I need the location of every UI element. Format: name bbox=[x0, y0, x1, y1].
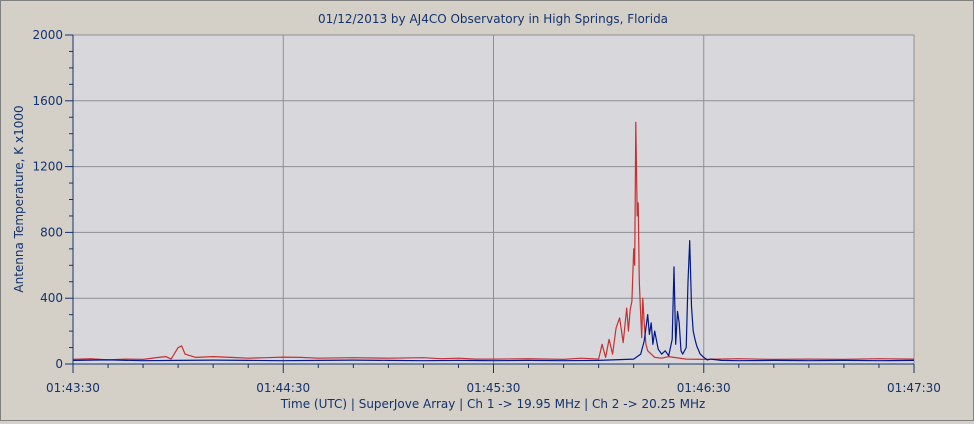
series-line-ch1 bbox=[72, 121, 915, 361]
x-tick-label: 01:47:30 bbox=[887, 381, 941, 395]
chart-title: 01/12/2013 by AJ4CO Observatory in High … bbox=[318, 12, 668, 26]
y-tick-label: 1600 bbox=[32, 94, 63, 108]
series-line-ch2 bbox=[72, 240, 915, 362]
y-tick-labels: 0 400 800 1200 1600 2000 bbox=[32, 28, 63, 371]
x-tick-label: 01:44:30 bbox=[256, 381, 310, 395]
y-tick-label: 2000 bbox=[32, 28, 63, 42]
y-axis-label: Antenna Temperature, K x1000 bbox=[12, 105, 26, 292]
x-tick-labels: 01:43:30 01:44:30 01:45:30 01:46:30 01:47:30 bbox=[46, 381, 941, 395]
series-layer bbox=[72, 121, 915, 362]
y-tick-label: 1200 bbox=[32, 160, 63, 174]
y-tick-label: 0 bbox=[55, 357, 63, 371]
x-tick-label: 01:43:30 bbox=[46, 381, 100, 395]
y-tick-label: 800 bbox=[40, 225, 63, 239]
y-tick-label: 400 bbox=[40, 291, 63, 305]
x-tick-label: 01:46:30 bbox=[677, 381, 731, 395]
x-axis-label: Time (UTC) | SuperJove Array | Ch 1 -> 1… bbox=[280, 397, 706, 411]
axes bbox=[65, 34, 915, 373]
x-tick-label: 01:45:30 bbox=[467, 381, 521, 395]
